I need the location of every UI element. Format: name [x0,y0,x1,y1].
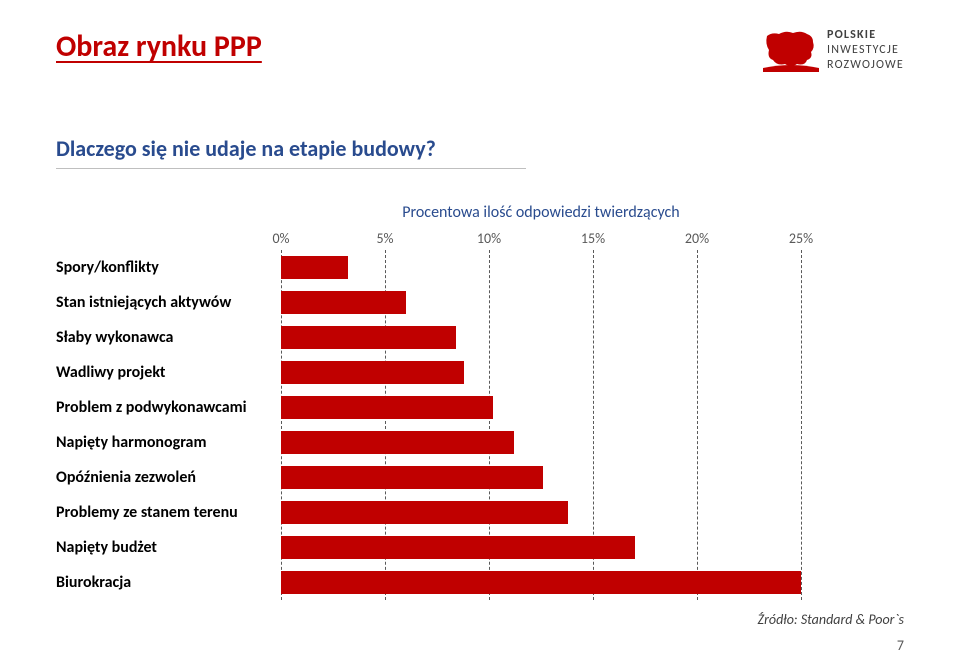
chart-title: Procentowa ilość odpowiedzi twierdzących [281,203,801,222]
bar-cell [281,320,801,355]
bar-cell [281,530,801,565]
bar [281,536,635,559]
gridline [801,250,802,600]
bar [281,466,543,489]
chart-row: Opóźnienia zezwoleń [56,460,904,495]
brand-text-line3: ROZWOJOWE [827,58,904,73]
category-label: Problemy ze stanem terenu [56,503,281,522]
x-tick: 5% [365,230,405,247]
category-label: Spory/konflikty [56,258,281,277]
category-label: Biurokracja [56,573,281,592]
source-citation: Źródło: Standard & Poor`s [758,611,904,628]
chart-rows: Spory/konflikty Stan istniejących aktywów… [56,250,904,600]
bar [281,361,464,384]
category-label: Napięty budżet [56,538,281,557]
bar-cell [281,565,801,600]
brand-text-line1: POLSKIE [827,28,904,43]
category-label: Wadliwy projekt [56,363,281,382]
chart-row: Słaby wykonawca [56,320,904,355]
bar [281,291,406,314]
category-label: Słaby wykonawca [56,328,281,347]
chart-row: Napięty harmonogram [56,425,904,460]
category-label: Opóźnienia zezwoleń [56,468,281,487]
bar-cell [281,285,801,320]
bar-cell [281,425,801,460]
bar [281,431,514,454]
bar-cell [281,250,801,285]
category-label: Napięty harmonogram [56,433,281,452]
chart-row: Napięty budżet [56,530,904,565]
chart-x-axis: 0%5%10%15%20%25% [281,230,801,250]
x-tick: 10% [469,230,509,247]
bar [281,396,493,419]
brand-text: POLSKIE INWESTYCJE ROZWOJOWE [827,28,904,73]
page-subtitle: Dlaczego się nie udaje na etapie budowy? [56,135,526,169]
category-label: Stan istniejących aktywów [56,293,281,312]
bar-cell [281,355,801,390]
brand-text-line2: INWESTYCJE [827,43,904,58]
x-tick: 0% [261,230,301,247]
bar [281,501,568,524]
chart-row: Biurokracja [56,565,904,600]
chart-row: Stan istniejących aktywów [56,285,904,320]
chart-row: Spory/konflikty [56,250,904,285]
brand-logo: POLSKIE INWESTYCJE ROZWOJOWE [763,28,904,73]
page-number: 7 [897,637,904,654]
bar [281,571,801,594]
bar-cell [281,390,801,425]
poland-shape-icon [763,28,819,72]
bar-cell [281,460,801,495]
x-tick: 20% [677,230,717,247]
category-label: Problem z podwykonawcami [56,398,281,417]
x-tick: 25% [781,230,821,247]
bar [281,256,348,279]
chart-row: Problem z podwykonawcami [56,390,904,425]
chart-container: Procentowa ilość odpowiedzi twierdzących… [56,203,904,600]
chart-row: Wadliwy projekt [56,355,904,390]
chart-row: Problemy ze stanem terenu [56,495,904,530]
bar-cell [281,495,801,530]
bar [281,326,456,349]
x-tick: 15% [573,230,613,247]
